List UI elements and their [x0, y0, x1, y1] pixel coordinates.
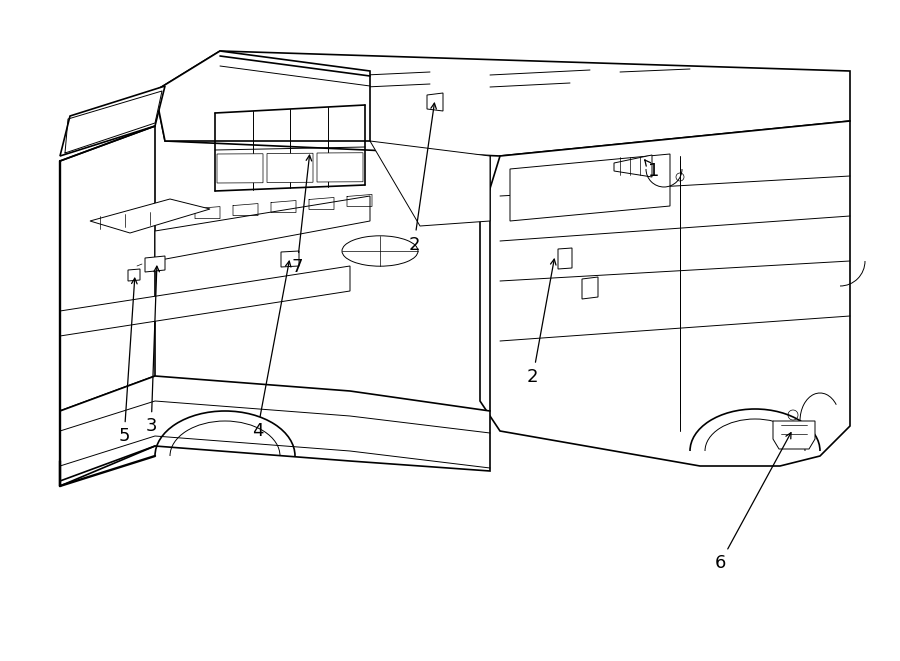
Text: 7: 7 [292, 155, 311, 276]
Polygon shape [317, 153, 363, 182]
Polygon shape [60, 126, 155, 411]
Polygon shape [480, 121, 850, 466]
Text: 3: 3 [146, 266, 159, 436]
Polygon shape [582, 277, 598, 299]
Polygon shape [558, 248, 572, 269]
Polygon shape [60, 376, 490, 481]
Polygon shape [90, 199, 210, 233]
Text: 6: 6 [715, 433, 791, 572]
Polygon shape [614, 155, 652, 177]
Polygon shape [267, 153, 313, 182]
Polygon shape [217, 154, 263, 183]
Polygon shape [128, 269, 140, 281]
Polygon shape [370, 141, 490, 226]
Polygon shape [60, 266, 350, 336]
Polygon shape [773, 421, 815, 449]
Text: 1: 1 [644, 160, 659, 180]
Polygon shape [427, 93, 443, 111]
Polygon shape [155, 51, 850, 156]
Polygon shape [281, 251, 299, 267]
Polygon shape [155, 51, 370, 141]
Text: 4: 4 [252, 261, 291, 440]
Text: 5: 5 [119, 278, 137, 446]
Text: 2: 2 [527, 259, 556, 386]
Polygon shape [60, 86, 165, 156]
Polygon shape [155, 196, 370, 261]
Text: 2: 2 [409, 103, 436, 254]
Polygon shape [145, 256, 165, 272]
Polygon shape [510, 154, 670, 221]
